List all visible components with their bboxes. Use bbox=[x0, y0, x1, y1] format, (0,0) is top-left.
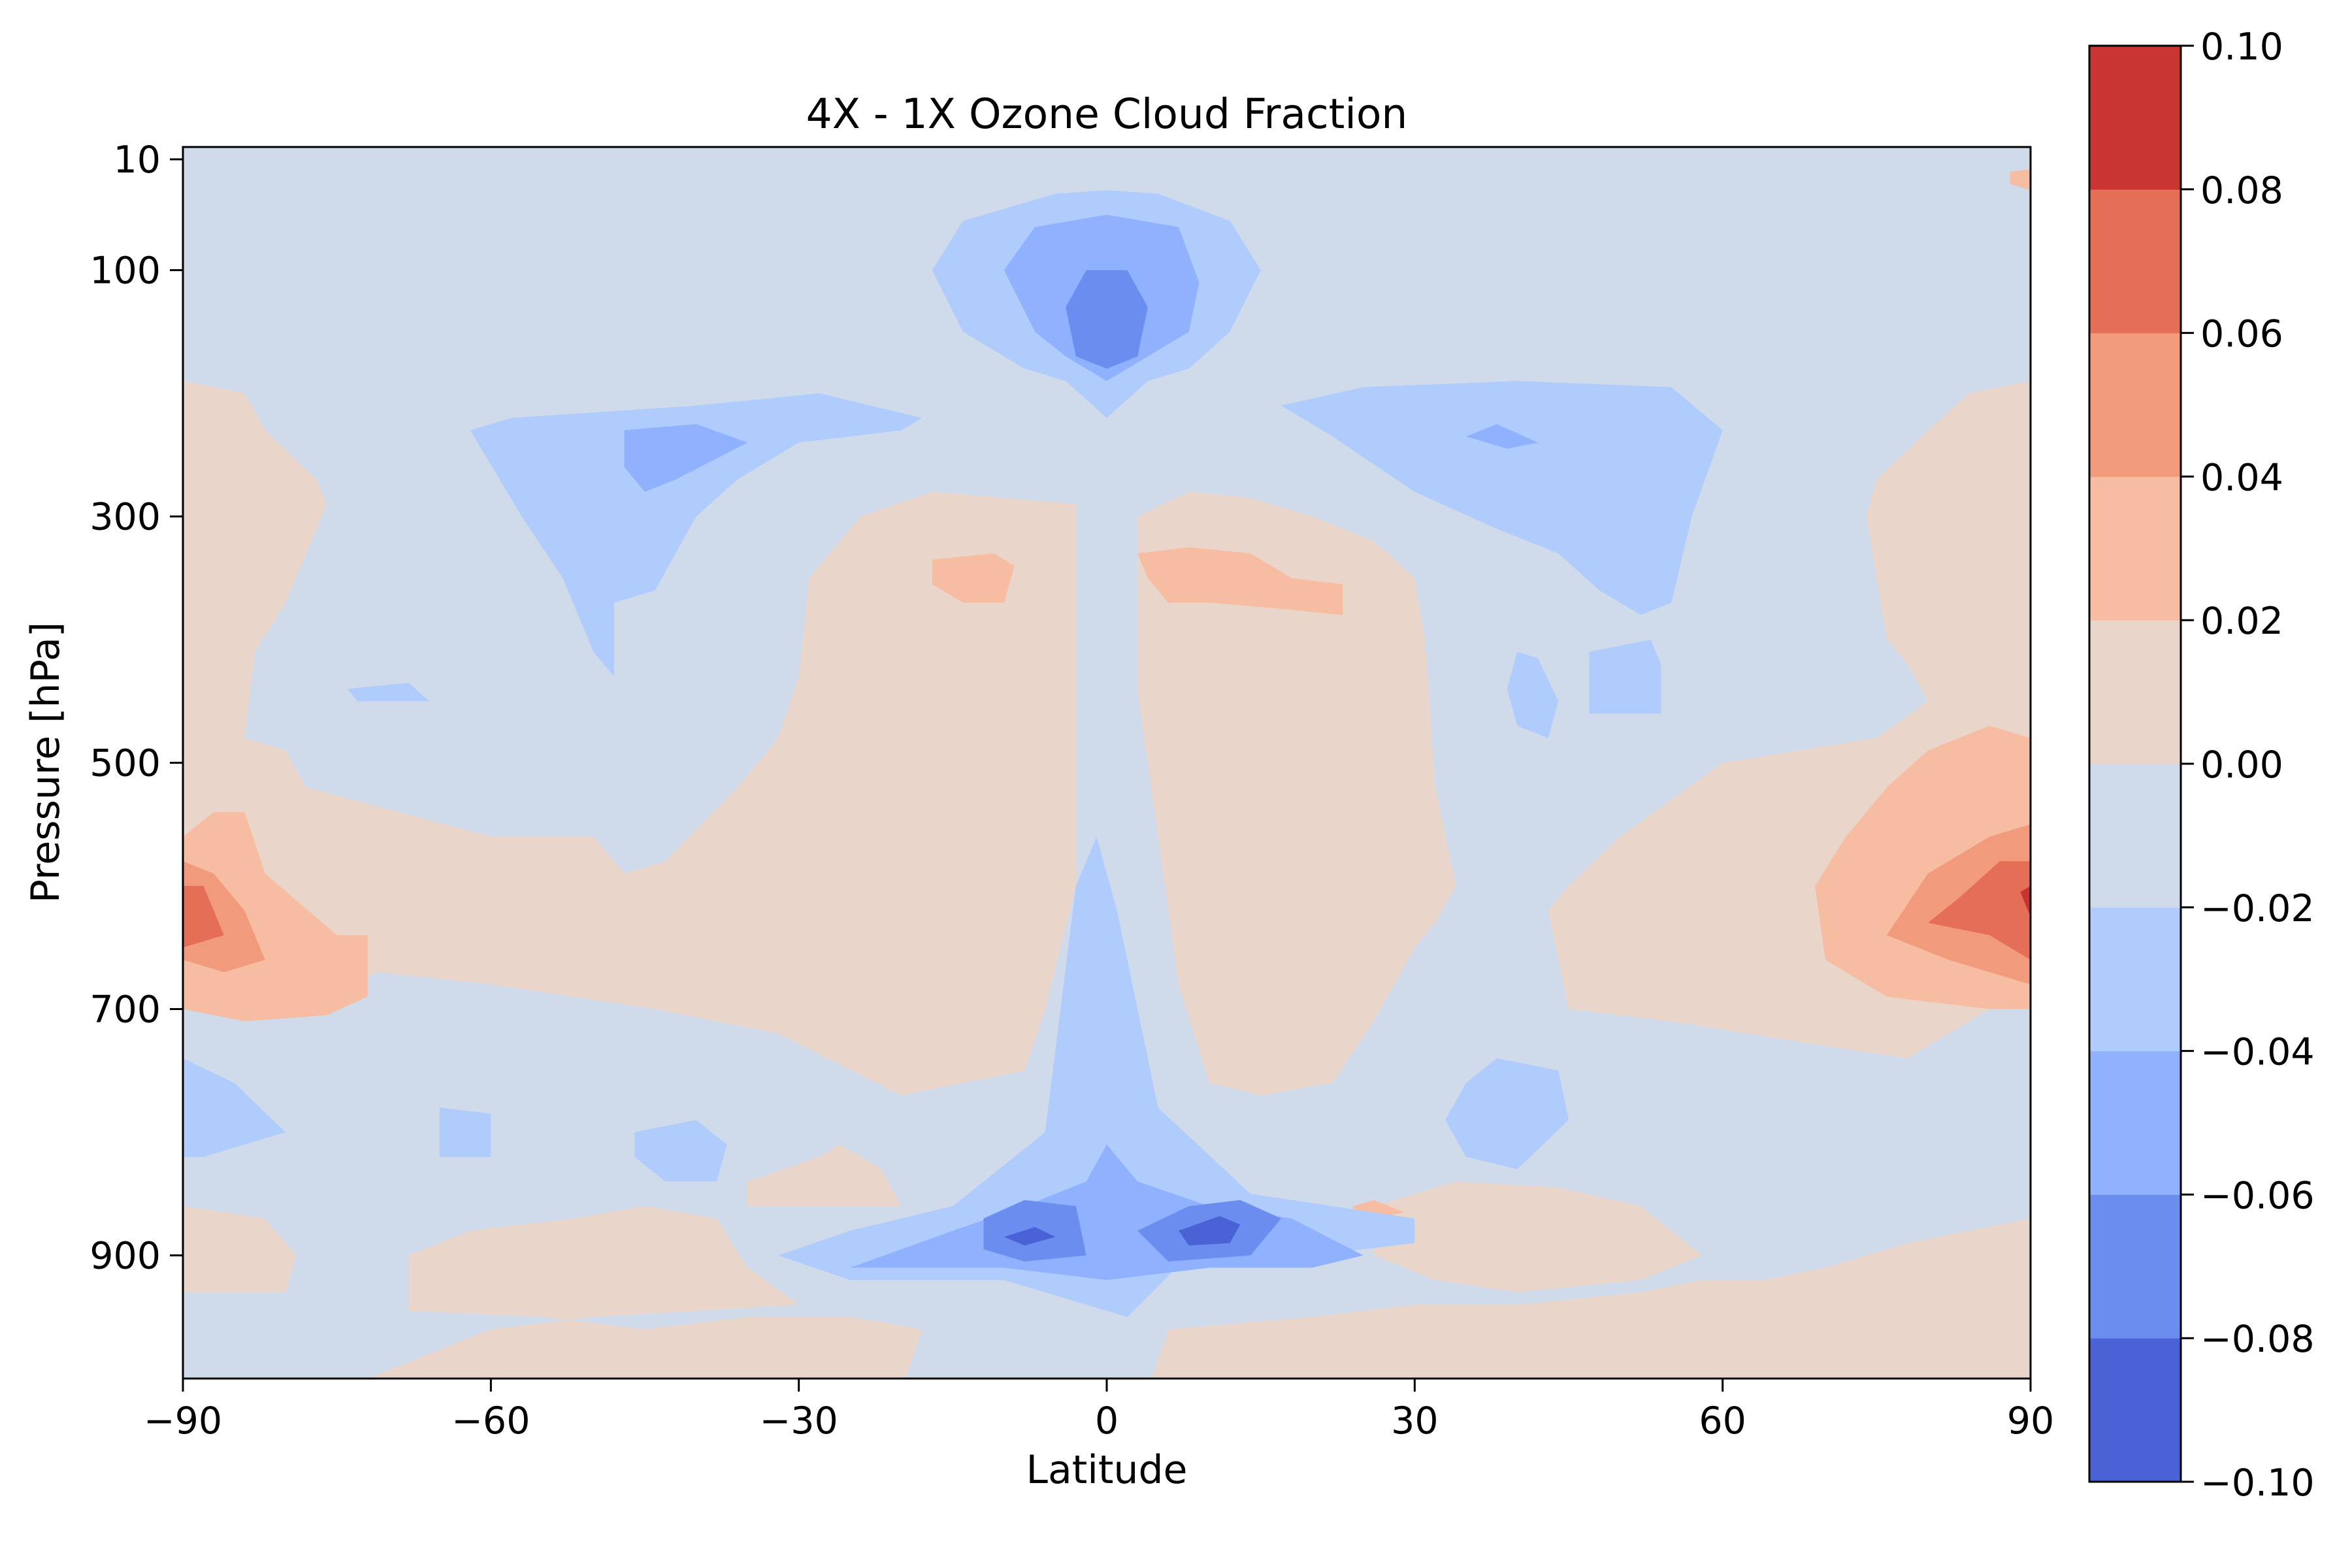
contour-region-30 bbox=[624, 424, 748, 492]
colorbar-tick-label: 0.08 bbox=[2200, 169, 2283, 212]
colorbar-segment bbox=[2089, 189, 2181, 334]
colorbar-segment bbox=[2089, 46, 2181, 190]
x-tick-label: 30 bbox=[1391, 1399, 1439, 1443]
colorbar-tick-label: 0.04 bbox=[2200, 456, 2283, 499]
colorbar-tick-label: 0.02 bbox=[2200, 600, 2283, 643]
colorbar-tick-label: 0.00 bbox=[2200, 743, 2283, 787]
y-tick-label: 300 bbox=[90, 496, 161, 539]
colorbar-segment bbox=[2089, 476, 2181, 621]
contour-region-3 bbox=[183, 1206, 296, 1293]
x-tick-label: 90 bbox=[2007, 1399, 2055, 1443]
contour-region-0 bbox=[183, 381, 1076, 1096]
x-tick-label: 0 bbox=[1095, 1399, 1119, 1443]
contour-region-6 bbox=[1152, 1218, 2031, 1379]
contour-region-29 bbox=[778, 836, 1415, 1317]
contour-region-27 bbox=[634, 1120, 727, 1182]
contour-region-18 bbox=[2020, 886, 2031, 917]
y-axis-label: Pressure [hPa] bbox=[23, 622, 69, 903]
colorbar-segment bbox=[2089, 620, 2181, 764]
y-tick-label: 10 bbox=[113, 139, 161, 182]
colorbar-tick-label: −0.10 bbox=[2200, 1462, 2315, 1505]
contour-region-1 bbox=[1137, 491, 1456, 1096]
contour-region-38 bbox=[1179, 1216, 1241, 1246]
x-tick-label: −60 bbox=[451, 1399, 530, 1443]
chart-title: 4X - 1X Ozone Cloud Fraction bbox=[806, 90, 1408, 138]
colorbar-tick-label: −0.08 bbox=[2200, 1318, 2315, 1361]
y-tick-label: 900 bbox=[90, 1235, 161, 1278]
x-axis-label: Latitude bbox=[1026, 1447, 1188, 1493]
x-tick-label: 60 bbox=[1699, 1399, 1746, 1443]
colorbar-segment bbox=[2089, 1051, 2181, 1195]
y-axis: 10 100 300 500 700 900 bbox=[90, 139, 183, 1278]
y-tick-label: 100 bbox=[90, 250, 161, 293]
colorbar-segment bbox=[2089, 333, 2181, 477]
contour-region-11 bbox=[1137, 547, 1343, 615]
contour-region-7 bbox=[1373, 1181, 1703, 1293]
contour-region-37 bbox=[1004, 1227, 1056, 1246]
plot-area bbox=[182, 146, 2032, 1380]
contour-region-13 bbox=[2010, 169, 2031, 190]
colorbar-segment bbox=[2089, 1338, 2181, 1482]
colorbar-segment bbox=[2089, 1194, 2181, 1339]
contour-fills bbox=[183, 169, 2031, 1379]
y-tick-label: 700 bbox=[90, 988, 161, 1032]
colorbar-tick-label: 0.06 bbox=[2200, 313, 2283, 356]
colorbar-tick-label: −0.02 bbox=[2200, 887, 2315, 930]
colorbar-tick-label: −0.04 bbox=[2200, 1031, 2315, 1074]
contour-region-16 bbox=[183, 886, 224, 948]
contour-region-5 bbox=[747, 1144, 902, 1207]
contour-region-4 bbox=[367, 1206, 923, 1379]
colorbar-tick-label: −0.06 bbox=[2200, 1174, 2315, 1217]
contour-region-19 bbox=[470, 393, 923, 677]
contour-region-23 bbox=[1507, 651, 1559, 738]
contour-region-10 bbox=[932, 553, 1015, 603]
contour-region-21 bbox=[1281, 381, 1723, 615]
contour-region-22 bbox=[347, 683, 430, 702]
colorbar-segment bbox=[2089, 764, 2181, 908]
contour-region-17 bbox=[1927, 861, 2031, 960]
contour-region-26 bbox=[439, 1107, 491, 1157]
y-tick-label: 500 bbox=[90, 742, 161, 785]
x-axis: −90 −60 −30 0 30 60 90 bbox=[144, 1379, 2054, 1443]
colorbar-tick-label: 0.10 bbox=[2200, 25, 2283, 69]
x-tick-label: −90 bbox=[144, 1399, 222, 1443]
contour-region-24 bbox=[1589, 640, 1661, 714]
colorbar-segment bbox=[2089, 907, 2181, 1052]
contour-region-25 bbox=[183, 1058, 286, 1157]
colorbar: −0.10 −0.08 −0.06 −0.04 −0.02 0.00 0.02 0.04 0.0… bbox=[2088, 25, 2315, 1505]
contour-region-34 bbox=[1066, 270, 1148, 369]
contour-region-32 bbox=[1465, 424, 1538, 449]
x-tick-label: −30 bbox=[760, 1399, 838, 1443]
contour-region-28 bbox=[1445, 1058, 1569, 1169]
